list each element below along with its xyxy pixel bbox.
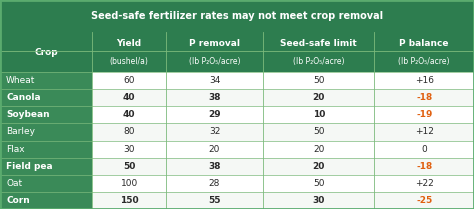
Text: Field pea: Field pea [6, 162, 53, 171]
Text: -19: -19 [416, 110, 432, 119]
Text: P balance: P balance [400, 39, 449, 48]
Text: Corn: Corn [6, 196, 30, 205]
Text: 30: 30 [312, 196, 325, 205]
Bar [0, 106, 92, 124]
Text: P removal: P removal [189, 39, 240, 48]
Bar [0, 192, 474, 209]
Text: +22: +22 [415, 179, 434, 188]
Text: 38: 38 [208, 93, 221, 102]
Text: 50: 50 [313, 127, 325, 136]
Text: Barley: Barley [6, 127, 35, 136]
Text: 50: 50 [313, 179, 325, 188]
Text: 10: 10 [312, 110, 325, 119]
Text: 150: 150 [120, 196, 138, 205]
Text: 0: 0 [421, 145, 427, 154]
Text: Crop: Crop [35, 48, 58, 57]
Text: 32: 32 [209, 127, 220, 136]
Bar [0, 175, 92, 192]
Text: 38: 38 [208, 162, 221, 171]
Bar [0, 89, 92, 106]
Bar [0, 72, 474, 89]
Text: Seed-safe fertilizer rates may not meet crop removal: Seed-safe fertilizer rates may not meet … [91, 11, 383, 21]
Text: 50: 50 [313, 76, 325, 85]
Bar [0, 0, 474, 32]
Text: Canola: Canola [6, 93, 41, 102]
Text: Soybean: Soybean [6, 110, 50, 119]
Text: +12: +12 [415, 127, 434, 136]
Text: Wheat: Wheat [6, 76, 36, 85]
Text: 40: 40 [123, 110, 136, 119]
Bar [0, 158, 92, 175]
Text: 29: 29 [208, 110, 221, 119]
Text: 20: 20 [312, 93, 325, 102]
Text: 30: 30 [123, 145, 135, 154]
Text: 40: 40 [123, 93, 136, 102]
Text: 100: 100 [120, 179, 138, 188]
Bar [0, 141, 474, 158]
Text: Yield: Yield [117, 39, 142, 48]
Text: 28: 28 [209, 179, 220, 188]
Bar [0, 175, 474, 192]
Text: Oat: Oat [6, 179, 22, 188]
Bar [0, 89, 474, 106]
Text: -18: -18 [416, 93, 432, 102]
Text: +16: +16 [415, 76, 434, 85]
Text: 80: 80 [123, 127, 135, 136]
Bar [0, 32, 474, 72]
Text: (lb P₂O₅/acre): (lb P₂O₅/acre) [189, 57, 240, 66]
Text: (lb P₂O₅/acre): (lb P₂O₅/acre) [399, 57, 450, 66]
Text: Seed-safe limit: Seed-safe limit [281, 39, 357, 48]
Bar [0, 192, 92, 209]
Text: (bushel/a): (bushel/a) [109, 57, 149, 66]
Bar [0, 158, 474, 175]
Bar [0, 106, 474, 124]
Bar [0, 141, 92, 158]
Text: 55: 55 [208, 196, 221, 205]
Text: (lb P₂O₅/acre): (lb P₂O₅/acre) [293, 57, 345, 66]
Text: -25: -25 [416, 196, 432, 205]
Text: 20: 20 [209, 145, 220, 154]
Text: 60: 60 [123, 76, 135, 85]
Text: -18: -18 [416, 162, 432, 171]
Text: 20: 20 [312, 162, 325, 171]
Text: 34: 34 [209, 76, 220, 85]
Bar [0, 72, 92, 89]
Text: 50: 50 [123, 162, 136, 171]
Bar [0, 124, 92, 140]
Text: 20: 20 [313, 145, 324, 154]
Bar [0, 124, 474, 140]
Text: Flax: Flax [6, 145, 25, 154]
